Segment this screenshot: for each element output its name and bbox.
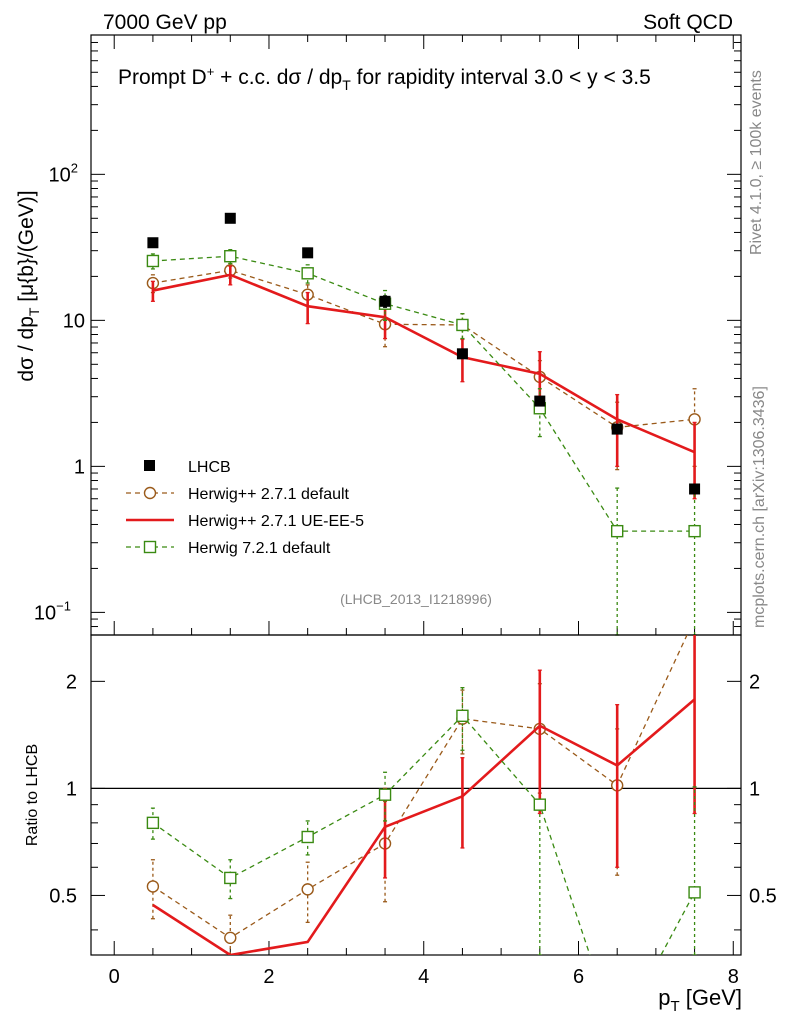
title-suffix: for rapidity interval 3.0 < y < 3.5 bbox=[351, 66, 651, 89]
legend-marker bbox=[144, 460, 155, 471]
square-marker bbox=[378, 788, 392, 801]
series-line bbox=[152, 255, 695, 532]
data-point-marker bbox=[689, 483, 701, 495]
ratio-frame bbox=[90, 634, 742, 956]
series-herwig-2-7-1-ue-ee-5 bbox=[150, 265, 697, 500]
square-marker bbox=[533, 798, 547, 811]
title-prefix: Prompt D bbox=[118, 66, 207, 89]
legend-item: Herwig 7.2.1 default bbox=[126, 540, 331, 557]
y-tick-exponent: −1 bbox=[56, 598, 71, 613]
header-right: Soft QCD bbox=[643, 11, 733, 34]
square-marker bbox=[456, 318, 469, 332]
xlabel-b: [GeV] bbox=[680, 985, 742, 1010]
legend-item: LHCB bbox=[144, 459, 231, 476]
legend-item: Herwig++ 2.7.1 default bbox=[126, 486, 350, 503]
legend-marker bbox=[143, 540, 157, 554]
analysis-watermark: (LHCB_2013_I1218996) bbox=[340, 591, 492, 607]
square-marker bbox=[301, 267, 314, 280]
series-herwig-2-7-1-ue-ee-5 bbox=[152, 635, 697, 955]
ratio-y-tick-label-right: 0.5 bbox=[749, 885, 777, 907]
y-tick-label: 10 bbox=[63, 310, 85, 332]
legend-marker bbox=[143, 486, 157, 500]
x-tick-label: 0 bbox=[109, 966, 120, 988]
legend-item: Herwig++ 2.7.1 UE-EE-5 bbox=[126, 513, 364, 530]
main-ylabel: dσ / dpT [μ{b}/(GeV)] bbox=[15, 190, 42, 381]
title-rest: + c.c. dσ / dp bbox=[214, 66, 342, 89]
title-sup: + bbox=[207, 64, 215, 79]
data-point-marker bbox=[224, 212, 236, 224]
series-herwig-7-2-1-default bbox=[146, 687, 701, 955]
ylabel-a: dσ / dp bbox=[15, 316, 38, 382]
square-marker bbox=[146, 254, 160, 268]
legend-label: Herwig++ 2.7.1 UE-EE-5 bbox=[188, 513, 364, 530]
series-herwig-2-7-1-default bbox=[146, 635, 688, 955]
mcplots-label: mcplots.cern.ch [arXiv:1306.3436] bbox=[751, 386, 768, 628]
x-tick-label: 2 bbox=[263, 966, 274, 988]
square-marker bbox=[301, 830, 314, 844]
main-axis-ticks: 102 10 1 10−1 bbox=[34, 34, 741, 636]
ratio-series bbox=[146, 635, 701, 955]
chart-title: Prompt D+ + c.c. dσ / dpT for rapidity i… bbox=[118, 64, 651, 93]
series-line bbox=[152, 635, 688, 939]
ylabel-b: [μ{b}/(GeV)] bbox=[15, 190, 38, 307]
series-line bbox=[152, 714, 696, 955]
square-marker bbox=[224, 250, 237, 263]
ratio-y-tick-label-right: 1 bbox=[749, 778, 760, 800]
ratio-y-tick-label-left: 1 bbox=[66, 778, 77, 800]
xlabel-sub: T bbox=[670, 998, 679, 1015]
y-tick-label: 10−1 bbox=[34, 598, 71, 624]
title-sub: T bbox=[342, 77, 351, 93]
x-tick-label: 6 bbox=[573, 966, 584, 988]
x-tick-label: 8 bbox=[728, 966, 739, 988]
ratio-y-tick-label-right: 2 bbox=[749, 671, 760, 693]
legend-label: Herwig 7.2.1 default bbox=[188, 540, 331, 557]
data-point-marker bbox=[302, 247, 314, 259]
x-tick-label: 4 bbox=[418, 966, 429, 988]
series-lhcb bbox=[147, 212, 701, 495]
data-point-marker bbox=[611, 423, 623, 435]
legend-label: Herwig++ 2.7.1 default bbox=[188, 486, 350, 503]
data-point-marker bbox=[456, 348, 468, 360]
ratio-axis-ticks: 0.5 0.5 1 1 2 2 0 2 4 6 8 bbox=[49, 671, 777, 988]
series-line bbox=[152, 698, 696, 955]
circle-marker bbox=[301, 883, 314, 896]
y-tick-exponent: 2 bbox=[71, 160, 78, 175]
header-left: 7000 GeV pp bbox=[103, 11, 227, 34]
data-point-marker bbox=[379, 295, 391, 307]
ylabel-sub: T bbox=[26, 307, 42, 316]
y-tick-label: 1 bbox=[74, 456, 85, 478]
y-tick-label: 102 bbox=[49, 160, 78, 186]
rivet-label: Rivet 4.1.0, ≥ 100k events bbox=[748, 70, 765, 255]
circle-marker bbox=[146, 880, 160, 893]
series-line bbox=[152, 269, 695, 429]
square-marker bbox=[688, 886, 701, 899]
data-point-marker bbox=[147, 237, 159, 249]
ratio-ylabel: Ratio to LHCB bbox=[24, 744, 41, 846]
ratio-y-tick-label-left: 2 bbox=[66, 671, 77, 693]
main-series bbox=[146, 212, 701, 636]
square-marker bbox=[146, 816, 160, 830]
legend-label: LHCB bbox=[188, 459, 231, 476]
circle-marker bbox=[224, 931, 237, 945]
square-marker bbox=[456, 709, 469, 723]
square-marker bbox=[224, 871, 237, 885]
ratio-panel: 0.5 0.5 1 1 2 2 0 2 4 6 8 Ratio to LHCB pT [GeV] bbox=[24, 634, 777, 1015]
ratio-xlabel: pT [GeV] bbox=[658, 985, 742, 1015]
series-line bbox=[152, 273, 696, 454]
ratio-y-tick-label-left: 0.5 bbox=[49, 885, 77, 907]
square-marker bbox=[610, 524, 624, 538]
square-marker bbox=[688, 524, 701, 538]
data-point-marker bbox=[534, 395, 546, 407]
legend: LHCB Herwig++ 2.7.1 default Herwig++ 2.7.1… bbox=[126, 459, 364, 557]
xlabel-a: p bbox=[658, 985, 670, 1010]
